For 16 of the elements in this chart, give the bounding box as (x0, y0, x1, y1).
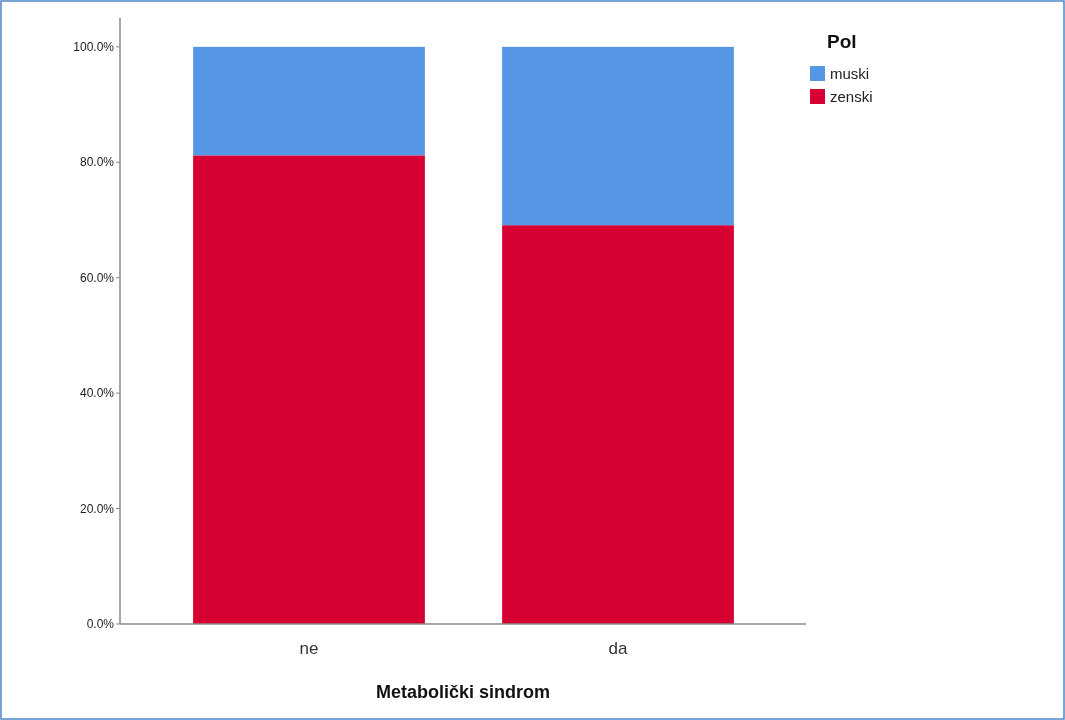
y-tick-label: 100.0% (73, 40, 115, 55)
legend-label: muski (830, 65, 870, 83)
x-axis-title: Metabolički sindrom (375, 682, 551, 702)
x-tick-label: da (608, 639, 628, 658)
bar (193, 155, 425, 624)
y-tick-label: 60.0% (79, 270, 115, 285)
bar (502, 225, 734, 624)
bar (502, 46, 734, 226)
y-tick-label: 40.0% (79, 386, 115, 401)
y-tick-label: 80.0% (79, 155, 115, 170)
legend-label: zenski (830, 88, 873, 106)
x-tick-label: ne (299, 639, 319, 658)
y-tick-label: 20.0% (79, 501, 115, 516)
bar (193, 46, 425, 156)
y-tick-label: 0.0% (86, 617, 115, 632)
legend-title: Pol (827, 31, 857, 52)
